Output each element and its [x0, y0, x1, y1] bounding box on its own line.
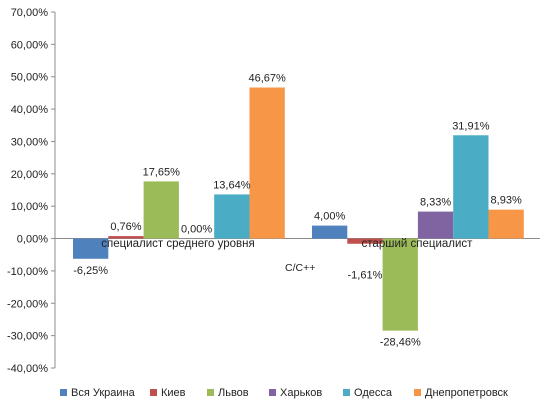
- legend-swatch: [269, 389, 276, 396]
- bar: [214, 194, 250, 239]
- legend-label: Вся Украина: [71, 387, 136, 399]
- annotation-label: C/C++: [285, 262, 315, 274]
- bar: [73, 238, 109, 259]
- data-label: 46,67%: [248, 73, 286, 85]
- legend-swatch: [343, 389, 350, 396]
- legend-label: Одесса: [354, 387, 393, 399]
- y-tick-label: 20,00%: [11, 169, 49, 181]
- y-tick-label: -10,00%: [7, 266, 48, 278]
- bar: [347, 238, 383, 244]
- y-tick-label: 10,00%: [11, 201, 49, 213]
- bar: [382, 238, 418, 331]
- category-label: старший специалист: [362, 238, 474, 250]
- y-tick-label: -20,00%: [7, 298, 48, 310]
- y-tick-label: -30,00%: [7, 331, 48, 343]
- bar: [108, 236, 144, 239]
- data-label: 13,64%: [213, 179, 251, 191]
- data-label: 31,91%: [452, 120, 490, 132]
- legend-label: Днепропетровск: [425, 387, 508, 399]
- legend: Вся Украина Киев Львов Харьков Одесса Днепроп…: [60, 387, 508, 399]
- y-tick-label: 30,00%: [11, 136, 49, 148]
- bar: [249, 87, 285, 239]
- bar: [417, 211, 454, 239]
- bars-group: [73, 87, 524, 331]
- bar: [453, 135, 489, 239]
- bar: [312, 225, 348, 239]
- bar: [143, 181, 179, 239]
- legend-swatch: [207, 389, 214, 396]
- data-label: -1,61%: [348, 270, 383, 282]
- legend-swatch: [414, 389, 421, 396]
- y-tick-label: 40,00%: [11, 104, 49, 116]
- y-tick-label: 0,00%: [17, 234, 48, 246]
- legend-swatch: [60, 389, 67, 396]
- data-label: 8,33%: [420, 197, 451, 209]
- data-label: 0,00%: [181, 224, 212, 236]
- legend-label: Киев: [161, 387, 186, 399]
- data-label: 4,00%: [314, 211, 345, 223]
- legend-swatch: [150, 389, 157, 396]
- legend-label: Харьков: [280, 387, 322, 399]
- data-label: -6,25%: [73, 265, 108, 277]
- data-label: 17,65%: [143, 166, 181, 178]
- y-tick-label: 50,00%: [11, 72, 49, 84]
- axis-group: 70,00% 60,00% 50,00% 40,00% 30,00% 20,00% 10,0…: [7, 7, 540, 375]
- labels-group: -6,25% 4,00% 0,76% -1,61% 17,65% -28,46% 0,00%…: [73, 73, 522, 349]
- category-label: специалист среднего уровня: [101, 238, 255, 250]
- data-label: 0,76%: [110, 221, 141, 233]
- y-tick-label: 60,00%: [11, 39, 49, 51]
- y-tick-label: 70,00%: [11, 7, 49, 19]
- data-label: -28,46%: [380, 337, 421, 349]
- y-tick-label: -40,00%: [7, 363, 48, 375]
- data-label: 8,93%: [491, 195, 522, 207]
- legend-label: Львов: [218, 387, 249, 399]
- bar: [488, 209, 524, 239]
